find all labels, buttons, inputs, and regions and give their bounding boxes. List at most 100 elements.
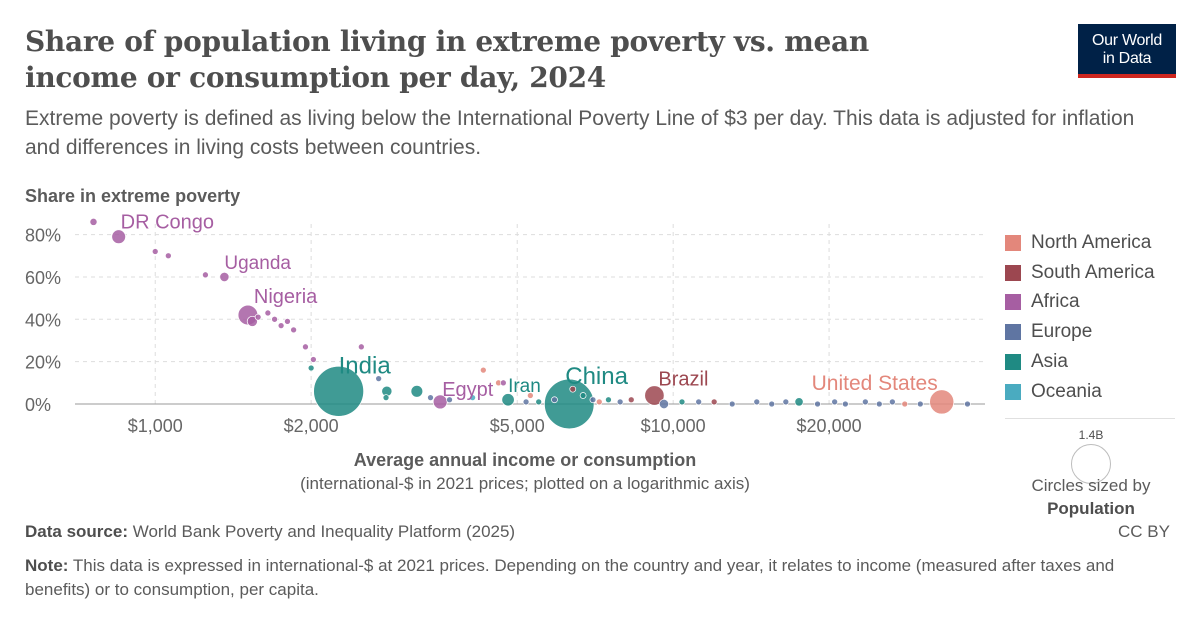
data-point (768, 400, 776, 408)
note-label: Note: (25, 556, 69, 575)
logo-line-2: in Data (1102, 50, 1152, 67)
footnote: Note: This data is expressed in internat… (25, 554, 1175, 602)
legend-swatch (1005, 383, 1021, 400)
data-point (753, 398, 761, 406)
size-caption-text: Circles sized by (1031, 476, 1151, 495)
legend-swatch (1005, 264, 1021, 281)
data-point (929, 389, 955, 415)
data-point (589, 396, 597, 404)
data-point (271, 315, 278, 323)
data-point (446, 396, 453, 404)
data-point (111, 229, 126, 244)
data-point (658, 398, 670, 410)
data-point (964, 400, 971, 408)
data-source: Data source: World Bank Poverty and Ineq… (25, 522, 515, 542)
chart-title: Share of population living in extreme po… (25, 25, 869, 94)
data-point (501, 393, 515, 407)
data-point (678, 398, 686, 406)
data-point (842, 400, 849, 408)
chart-subtitle: Extreme poverty is defined as living bel… (25, 107, 1135, 159)
data-point (544, 378, 595, 430)
x-tick-label: $10,000 (641, 416, 706, 436)
scatter-plot: 0% 20% 40% 60% 80% $1,000 $2,000 $5,000 $10,000 $… (25, 212, 985, 436)
size-legend-caption: Circles sized by Population (1005, 474, 1177, 520)
legend-label: Asia (1031, 351, 1068, 373)
data-point (782, 398, 790, 406)
data-point (644, 385, 665, 406)
data-point (527, 392, 534, 399)
data-point (302, 343, 309, 351)
legend-swatch (1005, 324, 1021, 341)
x-tick-label: $2,000 (284, 416, 339, 436)
data-point (246, 315, 258, 327)
region-legend: North America South America Africa Europe As… (1005, 228, 1155, 407)
data-point (831, 398, 838, 406)
data-point (469, 394, 476, 401)
legend-swatch (1005, 294, 1021, 311)
data-point (307, 364, 315, 372)
source-text[interactable]: World Bank Poverty and Inequality Platfo… (132, 522, 516, 541)
x-axis-title: Average annual income or consumption (353, 450, 697, 470)
data-point (410, 385, 424, 398)
data-point (616, 398, 624, 406)
data-point (794, 397, 804, 407)
data-point (164, 252, 172, 260)
data-point (219, 271, 230, 282)
legend-item[interactable]: Oceania (1005, 377, 1155, 407)
legend-divider (1005, 418, 1175, 419)
data-point (254, 313, 262, 321)
data-point (862, 398, 869, 406)
point-label: China (565, 363, 628, 390)
data-point (151, 248, 159, 255)
y-tick-label: 40% (25, 310, 61, 330)
data-point (522, 398, 530, 406)
owid-logo[interactable]: Our World in Data (1078, 24, 1176, 78)
point-label: Brazil (658, 369, 708, 391)
legend-item[interactable]: Africa (1005, 288, 1155, 318)
y-tick-label: 60% (25, 268, 61, 288)
data-point (569, 385, 577, 393)
point-label: Nigeria (254, 286, 318, 308)
data-point (310, 356, 317, 363)
data-point (284, 318, 291, 325)
point-label: Iran (508, 376, 541, 397)
data-point (89, 217, 98, 226)
data-point (382, 394, 390, 401)
license-link[interactable]: CC BY (1118, 522, 1170, 541)
y-tick-label: 80% (25, 226, 61, 246)
size-legend-circle (1071, 444, 1111, 484)
data-point (889, 398, 896, 406)
x-tick-label: $20,000 (797, 416, 862, 436)
logo-line-1: Our World (1092, 32, 1162, 49)
x-axis-subtitle: (international-$ in 2021 prices; plotted… (300, 474, 750, 493)
data-point (875, 400, 883, 408)
data-point (916, 400, 924, 408)
data-point (710, 398, 718, 406)
data-point (605, 396, 612, 404)
data-point (695, 398, 703, 406)
data-point (313, 365, 364, 417)
y-axis-title: Share in extreme poverty (25, 186, 241, 206)
data-point (357, 343, 365, 351)
y-tick-label: 20% (25, 353, 61, 373)
legend-label: North America (1031, 231, 1152, 253)
point-label: Uganda (224, 253, 291, 274)
legend-label: Africa (1031, 291, 1080, 313)
data-point (579, 392, 587, 399)
data-point (728, 400, 736, 408)
legend-item[interactable]: Asia (1005, 347, 1155, 377)
size-legend: 1.4B (1066, 428, 1116, 484)
data-point (551, 396, 558, 404)
data-point (427, 394, 434, 401)
point-label: United States (812, 372, 938, 395)
legend-item[interactable]: Europe (1005, 317, 1155, 347)
legend-item[interactable]: North America (1005, 228, 1155, 258)
source-label: Data source: (25, 522, 128, 541)
legend-item[interactable]: South America (1005, 258, 1155, 288)
legend-label: Oceania (1031, 380, 1102, 402)
data-point (375, 375, 383, 382)
data-point (499, 379, 507, 387)
point-label: India (339, 352, 392, 379)
y-tick-label: 0% (25, 395, 51, 415)
data-point (901, 400, 909, 408)
